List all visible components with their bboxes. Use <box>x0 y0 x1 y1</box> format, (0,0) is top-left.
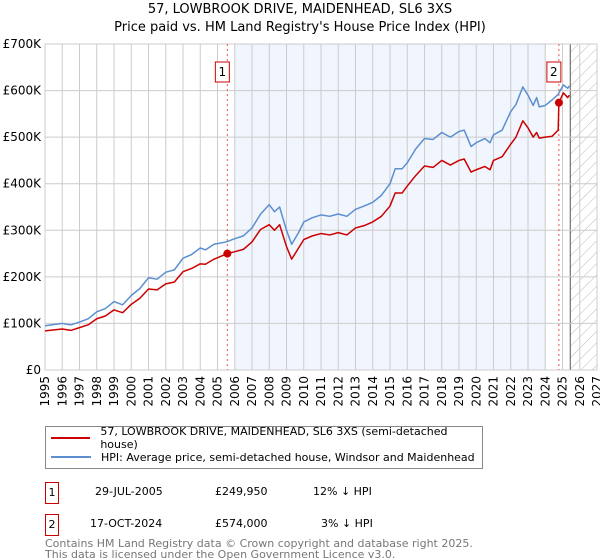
x-tick-label: 2008 <box>262 376 276 407</box>
x-tick-label: 2009 <box>280 376 294 407</box>
y-tick-label: £500K <box>3 130 43 144</box>
x-tick-label: 2003 <box>176 376 190 407</box>
x-tick-label: 1997 <box>73 376 87 407</box>
x-tick-label: 2013 <box>349 376 363 407</box>
legend-label-hpi: HPI: Average price, semi-detached house,… <box>101 450 475 464</box>
property-price-line <box>44 92 571 332</box>
x-tick-label: 2024 <box>538 376 552 407</box>
legend-label-property: 57, LOWBROOK DRIVE, MAIDENHEAD, SL6 3XS … <box>100 425 448 451</box>
x-tick-label: 2010 <box>297 376 311 407</box>
x-tick-label: 2012 <box>331 376 345 407</box>
x-tick-label: 2006 <box>228 376 242 407</box>
y-tick-label: £0 <box>26 363 41 377</box>
footer-licence: This data is licensed under the Open Gov… <box>45 548 396 560</box>
x-tick-label: 2025 <box>556 376 570 407</box>
y-tick-label: £200K <box>3 270 43 284</box>
sale-hpi-diff: 3% ↓ HPI <box>321 517 373 530</box>
x-tick-label: 1999 <box>107 376 121 407</box>
sale-row-2: 2 17-OCT-2024 £574,000 3% ↓ HPI <box>45 514 445 536</box>
y-tick-label: £700K <box>3 37 43 51</box>
x-tick-label: 2016 <box>400 376 414 407</box>
x-tick-label: 2001 <box>142 376 156 407</box>
hpi-line <box>44 84 571 327</box>
sale-date: 17-OCT-2024 <box>90 517 163 530</box>
sale-marker-label: 1 <box>219 65 227 79</box>
plot-border <box>44 43 598 371</box>
x-tick-label: 2027 <box>590 376 600 407</box>
legend-swatch-hpi <box>51 456 91 458</box>
x-tick-label: 1996 <box>55 376 69 407</box>
x-tick-label: 2000 <box>124 376 138 407</box>
x-tick-label: 2026 <box>573 376 587 407</box>
x-tick-label: 2021 <box>487 376 501 407</box>
forecast-hatch <box>570 44 597 370</box>
sale-marker-label: 2 <box>550 65 558 79</box>
y-tick-label: £300K <box>3 223 43 237</box>
sale-date: 29-JUL-2005 <box>95 485 163 498</box>
sale-marker-box <box>546 61 562 83</box>
x-tick-label: 2020 <box>469 376 483 407</box>
x-tick-label: 2007 <box>245 376 259 407</box>
x-tick-label: 2014 <box>366 376 380 407</box>
sale-point <box>554 98 563 107</box>
plot-area: 1995 1996 1997 1998 1999 2000 2001 2002 2003 2004… <box>3 37 600 407</box>
y-tick-label: £600K <box>3 84 43 98</box>
sale-badge: 2 <box>45 514 59 536</box>
chart-subtitle: Price paid vs. HM Land Registry's House … <box>114 20 486 35</box>
y-tick-label: £400K <box>3 177 43 191</box>
legend: 57, LOWBROOK DRIVE, MAIDENHEAD, SL6 3XS … <box>45 425 483 469</box>
footer-copyright: Contains HM Land Registry data © Crown c… <box>45 537 473 550</box>
x-tick-label: 1998 <box>90 376 104 407</box>
x-tick-label: 2019 <box>452 376 466 407</box>
x-tick-label: 2018 <box>435 376 449 407</box>
sale-row-1: 1 29-JUL-2005 £249,950 12% ↓ HPI <box>45 482 445 504</box>
sale-point <box>223 249 232 258</box>
x-tick-label: 2011 <box>314 376 328 407</box>
x-tick-label: 2017 <box>418 376 432 407</box>
chart-title: 57, LOWBROOK DRIVE, MAIDENHEAD, SL6 3XS <box>147 2 453 17</box>
x-tick-label: 2015 <box>383 376 397 407</box>
sale-badge: 1 <box>45 482 59 504</box>
x-tick-label: 2002 <box>159 376 173 407</box>
sale-marker-box <box>214 61 230 83</box>
x-tick-label: 2023 <box>521 376 535 407</box>
x-tick-label: 2022 <box>504 376 518 407</box>
sale-price: £574,000 <box>215 517 268 530</box>
x-tick-label: 1995 <box>38 376 52 407</box>
sale-hpi-diff: 12% ↓ HPI <box>313 485 372 498</box>
x-tick-label: 2004 <box>193 376 207 407</box>
y-tick-label: £100K <box>3 316 43 330</box>
x-tick-label: 2005 <box>211 376 225 407</box>
legend-swatch-property <box>51 437 91 439</box>
sale-price: £249,950 <box>215 485 268 498</box>
